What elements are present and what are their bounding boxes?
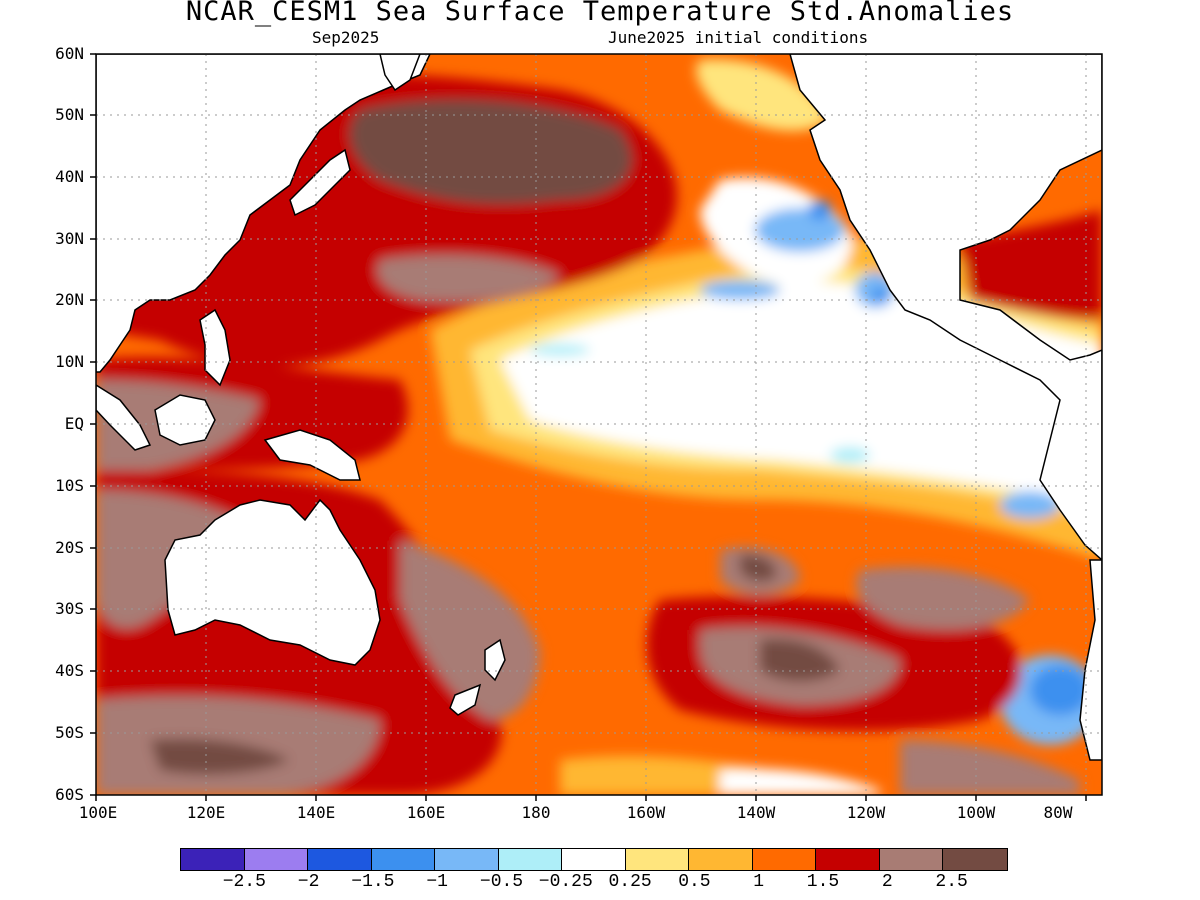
- color-scale-label: 2: [881, 872, 893, 892]
- lon-label: 160E: [406, 803, 446, 822]
- lat-label: 10S: [55, 476, 84, 495]
- color-scale-label: 1: [753, 872, 765, 892]
- color-scale-label: −1: [426, 872, 448, 892]
- color-swatch: [943, 849, 1007, 870]
- color-scale-label: 1.5: [806, 872, 840, 892]
- color-swatch: [689, 849, 753, 870]
- color-swatch: [562, 849, 626, 870]
- color-scale-label: −1.5: [351, 872, 395, 892]
- color-scale-label: 0.25: [608, 872, 652, 892]
- lat-label: 30S: [55, 599, 84, 618]
- coastlines: [96, 54, 1102, 761]
- color-scale-label: 0.5: [678, 872, 711, 892]
- lat-label: 30N: [55, 229, 84, 248]
- initial-conditions: June2025 initial conditions: [608, 28, 869, 47]
- lat-label: 20S: [55, 538, 84, 557]
- lat-label: 20N: [55, 290, 84, 309]
- color-scale-label: −2: [297, 872, 320, 892]
- lat-label: 50S: [55, 723, 84, 742]
- lat-label: 60S: [55, 785, 84, 804]
- color-swatch: [181, 849, 245, 870]
- lon-label: 180: [521, 803, 551, 822]
- graticule: [96, 54, 1102, 795]
- color-swatch: [816, 849, 880, 870]
- anomaly-field: [96, 54, 1102, 795]
- lat-label: 50N: [55, 105, 84, 124]
- map-title: NCAR_CESM1 Sea Surface Temperature Std.A…: [185, 0, 1015, 27]
- lat-label: 40N: [55, 167, 84, 186]
- lon-label: 140W: [736, 803, 776, 822]
- lat-label: 60N: [55, 44, 84, 63]
- color-swatch: [435, 849, 499, 870]
- lon-label: 100W: [956, 803, 996, 822]
- color-swatch: [244, 849, 308, 870]
- lon-label: 100E: [78, 803, 118, 822]
- color-swatch: [625, 849, 689, 870]
- lon-label: 120W: [846, 803, 886, 822]
- color-swatch: [371, 849, 435, 870]
- lon-label: 80W: [1043, 803, 1073, 822]
- forecast-month: Sep2025: [312, 28, 380, 47]
- color-scale-bar: [180, 848, 1008, 871]
- color-swatch: [498, 849, 562, 870]
- lat-label: 10N: [55, 352, 84, 371]
- lon-label: 160W: [626, 803, 666, 822]
- color-swatch: [752, 849, 816, 870]
- lat-label: EQ: [64, 414, 84, 433]
- lon-label: 140E: [296, 803, 336, 822]
- color-scale-label: −2.5: [222, 872, 266, 892]
- color-scale-label: −0.25: [538, 872, 593, 892]
- color-scale-label: 2.5: [935, 872, 968, 892]
- color-scale-label: −0.5: [479, 872, 524, 892]
- color-swatch: [308, 849, 372, 870]
- lat-label: 40S: [55, 661, 84, 680]
- color-swatch: [879, 849, 943, 870]
- lon-label: 120E: [186, 803, 226, 822]
